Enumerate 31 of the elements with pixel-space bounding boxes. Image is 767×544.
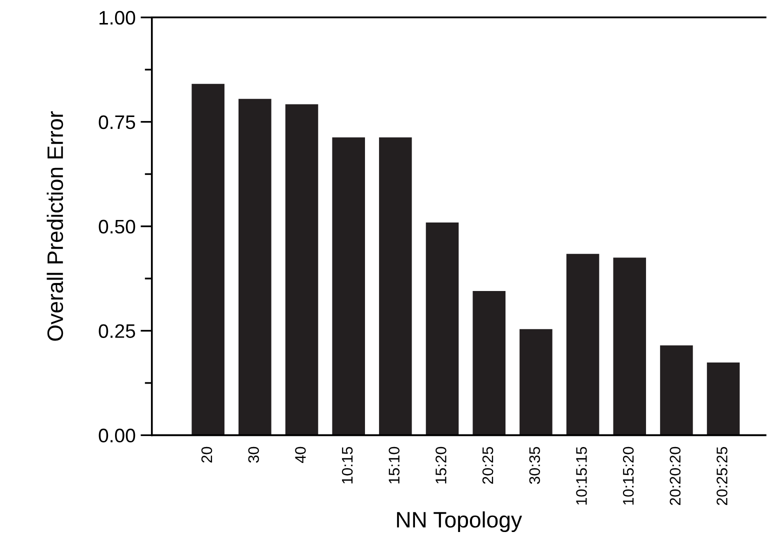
y-tick-label: 0.75 [98,115,136,130]
y-axis-title: Overall Prediction Error [46,111,64,341]
x-tick-label: 30 [248,446,260,463]
x-tick-label: 20:20:20 [670,446,681,506]
bar [472,291,506,436]
x-tick-label: 20 [201,446,212,463]
x-axis-title: NN Topology [397,511,522,532]
bar [706,362,740,436]
x-tick-label: 30:35 [529,446,540,484]
text: 0.00 [98,428,136,442]
bar [332,137,365,436]
x-tick-label: 20:25:25 [716,446,728,506]
y-tick-label: 1.00 [100,10,136,25]
bar [660,345,693,436]
bar [379,137,412,436]
y-tick-label: 0.25 [98,324,136,338]
x-tick-label: 15:10 [388,446,400,484]
bar [238,98,272,436]
y-tick-label: 0.50 [98,220,136,234]
x-tick-label: 10:15:15 [576,446,587,505]
x-tick-label: 10:15:20 [622,446,634,505]
x-tick-label: 20:25 [482,446,494,484]
x-tick-label: 10:15 [342,446,353,484]
x-tick-label: 40 [295,446,306,463]
x-tick-label: 15:20 [436,446,446,484]
bar [566,254,600,436]
bar [426,222,459,436]
bar [285,104,318,436]
bar [192,84,224,436]
bar [613,258,646,436]
bar [520,329,552,436]
